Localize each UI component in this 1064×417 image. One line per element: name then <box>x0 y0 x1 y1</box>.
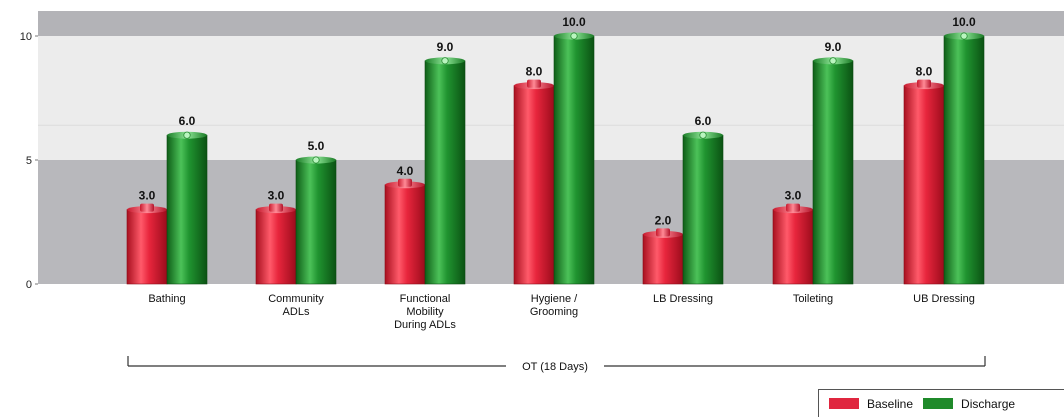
category-label-line: LB Dressing <box>653 293 713 305</box>
bar-baseline <box>126 209 168 285</box>
group-label: OT (18 Days) <box>522 361 588 373</box>
bar-discharge <box>166 134 208 285</box>
bar-marker-baseline <box>398 178 412 187</box>
legend-item-discharge: Discharge <box>923 397 1015 411</box>
bar-marker-discharge <box>829 57 837 65</box>
legend-label-discharge: Discharge <box>961 396 1016 411</box>
legend: Baseline Discharge <box>818 389 1064 417</box>
category-label: UB Dressing <box>913 293 975 305</box>
bar-marker-discharge <box>183 131 191 139</box>
category-label-line: UB Dressing <box>913 293 975 305</box>
bar-baseline <box>903 85 945 285</box>
category-label: Community ADLs <box>268 293 324 318</box>
value-label-discharge: 6.0 <box>695 114 712 128</box>
bar-discharge <box>682 134 724 285</box>
y-tick-label: 5 <box>26 155 32 167</box>
bar-baseline <box>513 85 555 285</box>
value-label-baseline: 8.0 <box>916 65 933 79</box>
bar-discharge <box>295 159 337 285</box>
value-label-baseline: 3.0 <box>785 189 802 203</box>
bar-baseline <box>642 234 684 285</box>
legend-swatch-baseline <box>829 398 859 409</box>
bar-marker-discharge <box>312 156 320 164</box>
bar-baseline <box>772 209 814 285</box>
value-label-discharge: 10.0 <box>952 15 976 29</box>
bar-marker-baseline <box>656 228 670 237</box>
bar-marker-baseline <box>917 79 931 88</box>
value-label-discharge: 6.0 <box>179 114 196 128</box>
value-label-discharge: 9.0 <box>437 40 454 54</box>
bar-marker-baseline <box>140 203 154 212</box>
value-label-discharge: 5.0 <box>308 139 325 153</box>
bar-marker-discharge <box>960 32 968 40</box>
value-label-discharge: 10.0 <box>562 15 586 29</box>
value-label-baseline: 3.0 <box>139 189 156 203</box>
category-label-line: Grooming <box>530 306 578 318</box>
category-label: Toileting <box>793 293 833 305</box>
bar-marker-discharge <box>570 32 578 40</box>
value-label-discharge: 9.0 <box>825 40 842 54</box>
value-label-baseline: 3.0 <box>268 189 285 203</box>
category-label-line: Functional <box>400 293 451 305</box>
category-label-line: Mobility <box>406 306 444 318</box>
bar-marker-discharge <box>441 57 449 65</box>
legend-item-baseline: Baseline <box>829 397 913 411</box>
bar-discharge <box>943 35 985 285</box>
bar-baseline <box>384 184 426 285</box>
y-tick-label: 10 <box>20 31 32 43</box>
value-label-baseline: 4.0 <box>397 164 414 178</box>
category-label-line: Toileting <box>793 293 833 305</box>
bar-marker-baseline <box>269 203 283 212</box>
category-label: Hygiene / Grooming <box>530 293 578 318</box>
y-tick-label: 0 <box>26 279 32 291</box>
category-label-line: Bathing <box>148 293 185 305</box>
category-label: Functional Mobility During ADLs <box>394 293 456 331</box>
category-label: Bathing <box>148 293 185 305</box>
value-label-baseline: 2.0 <box>655 213 672 227</box>
bar-discharge <box>553 35 595 285</box>
band-top <box>38 11 1064 36</box>
bar-marker-discharge <box>699 131 707 139</box>
category-label: LB Dressing <box>653 293 713 305</box>
category-label-line: During ADLs <box>394 319 456 331</box>
value-label-baseline: 8.0 <box>526 65 543 79</box>
category-label-line: Community <box>268 293 324 305</box>
bar-marker-baseline <box>527 79 541 88</box>
bar-discharge <box>424 60 466 285</box>
legend-swatch-discharge <box>923 398 954 409</box>
category-label-line: Hygiene / <box>531 293 578 305</box>
category-label-line: ADLs <box>283 306 310 318</box>
bar-discharge <box>812 60 854 285</box>
bar-baseline <box>255 209 297 285</box>
legend-label-baseline: Baseline <box>867 396 914 411</box>
bar-marker-baseline <box>786 203 800 212</box>
